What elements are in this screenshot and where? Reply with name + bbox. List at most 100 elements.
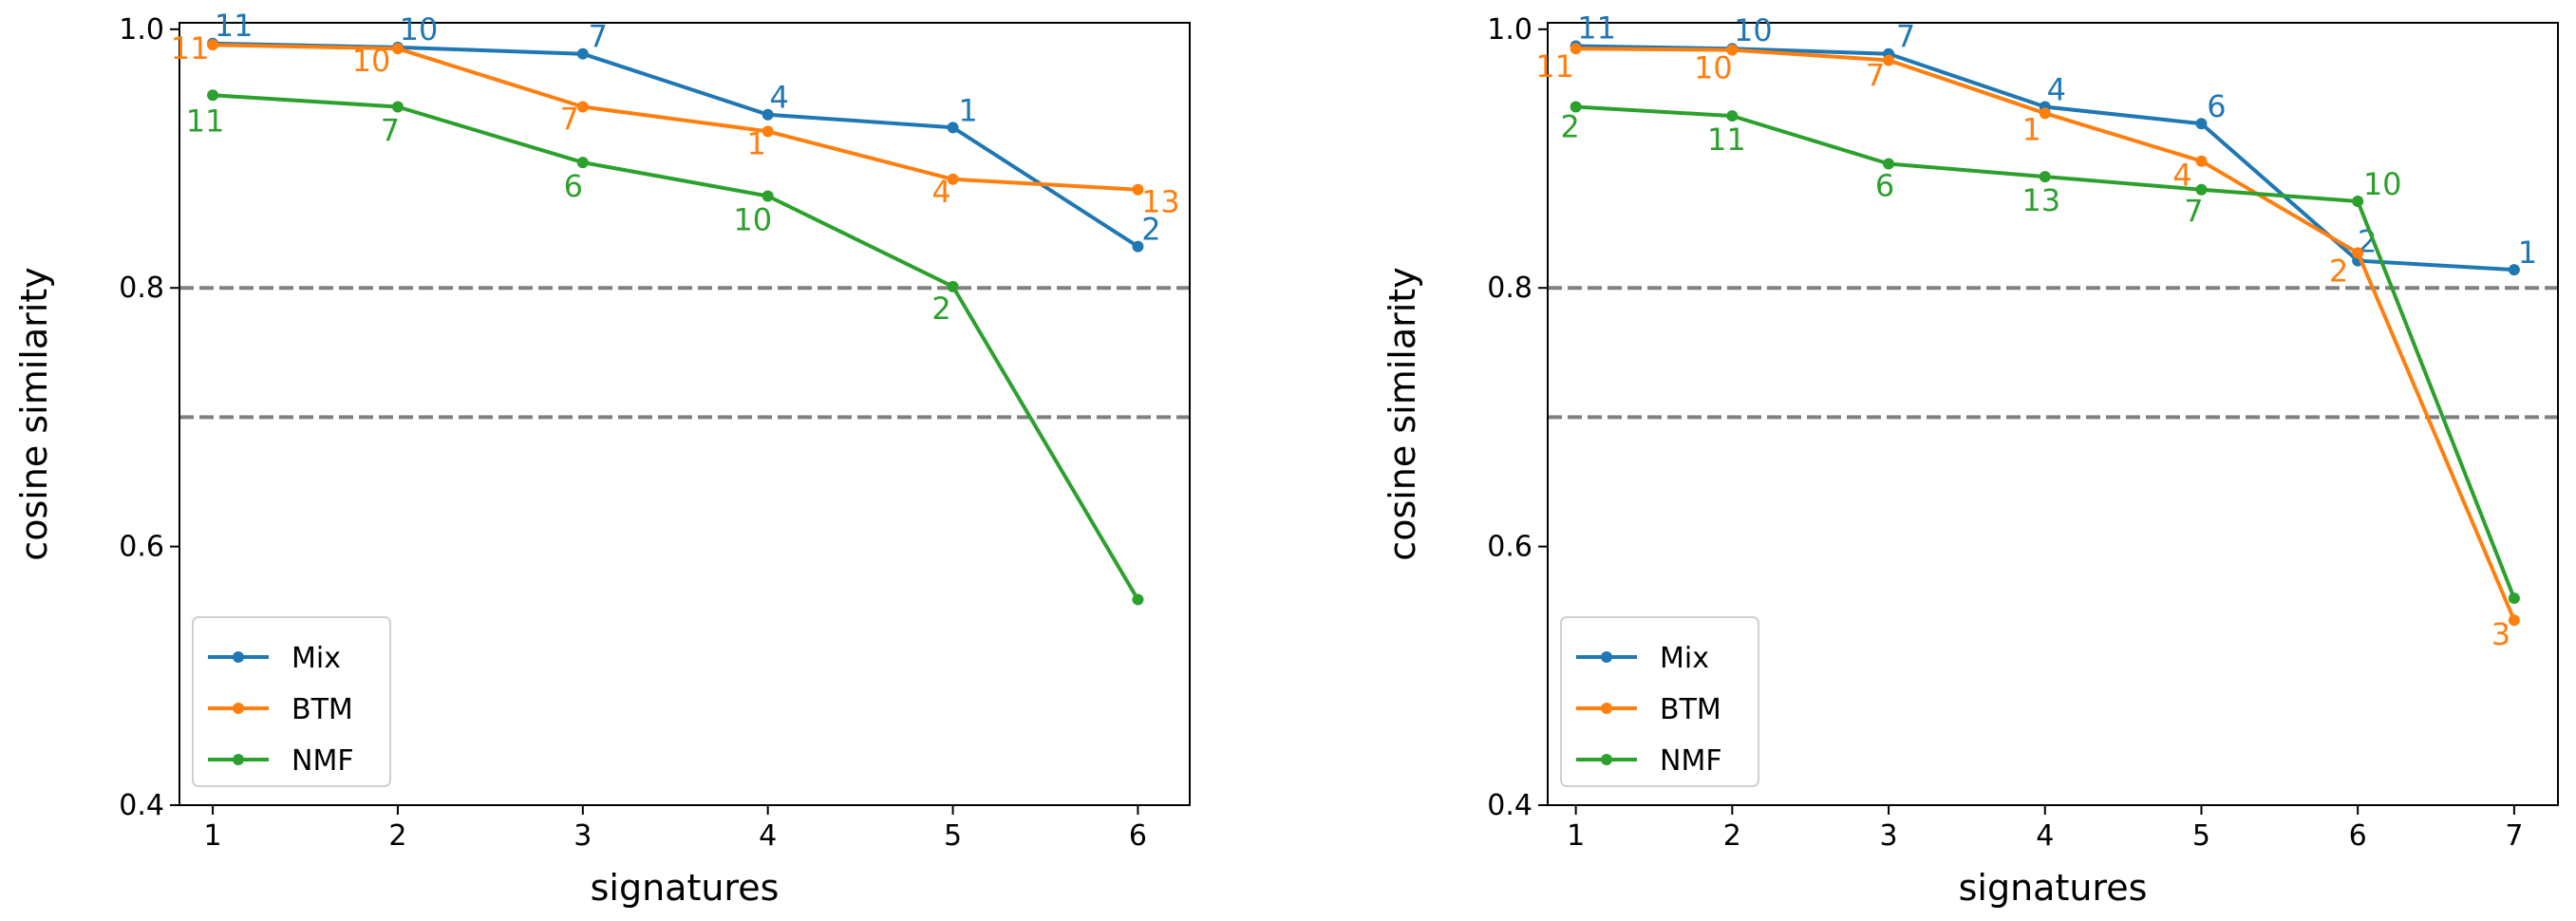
point-label: 1 [2022,111,2041,147]
x-tick-label: 3 [1880,819,1898,853]
chart-panel-1: 1 2 3 4 5 6 0.4 0.6 0.8 1.0 signatures cosine simil… [13,8,1191,909]
point-label: 13 [1141,184,1180,220]
plot-frame [1547,22,2559,806]
point-label: 11 [1577,10,1616,47]
point-label: 6 [1875,167,1894,203]
x-tick-label: 1 [204,819,222,853]
point-label: 2 [1560,109,1579,145]
data-point [1132,240,1144,253]
series-nmf: 11 7 6 10 2 [186,89,1144,606]
point-label: 4 [2172,158,2191,194]
data-point [2039,107,2051,120]
x-tick-label: 4 [2036,819,2054,853]
y-tick-label: 0.6 [1487,531,1532,564]
data-point [2195,118,2208,130]
x-tick-label: 5 [944,819,962,853]
point-label: 10 [2363,166,2402,202]
data-point [1726,44,1739,56]
x-tick-label: 5 [2192,819,2210,853]
point-label: 10 [733,202,772,238]
x-axis-label: signatures [1959,867,2148,909]
legend-marker [233,703,244,714]
y-tick-label: 0.8 [119,272,164,305]
legend-label: Mix [1660,642,1709,675]
y-tick-label: 0.8 [1487,272,1532,305]
legend: Mix BTM NMF [192,616,391,787]
data-point [207,89,219,102]
point-label: 13 [2021,182,2060,218]
point-label: 11 [1535,48,1574,85]
data-point [391,43,404,55]
x-tick-label: 3 [573,819,592,853]
y-tick-label: 0.4 [1487,789,1532,822]
point-label: 7 [2184,194,2203,230]
x-tick-label: 6 [2349,819,2367,853]
data-point [576,47,589,60]
legend-marker [1601,651,1612,663]
series-mix: 11 10 7 4 1 2 [207,8,1161,253]
x-tick-label: 7 [2505,819,2523,853]
data-point [1570,43,1582,55]
legend-label: BTM [1660,693,1721,726]
data-point [1726,110,1739,122]
point-label: 3 [2491,616,2510,652]
point-label: 1 [2518,235,2537,271]
data-point [947,280,959,292]
y-tick-label: 1.0 [119,13,164,47]
x-axis-label: signatures [591,867,780,909]
data-point [576,101,589,113]
y-axis-label: cosine similarity [13,267,55,560]
point-label: 6 [564,168,583,204]
data-point [2508,614,2520,627]
point-label: 4 [931,174,950,210]
data-point [2508,264,2520,276]
point-label: 10 [352,43,391,79]
point-label: 1 [747,125,766,161]
legend-label: NMF [1660,744,1722,778]
point-label: 4 [2047,72,2066,108]
data-point [2195,155,2208,167]
point-label: 7 [381,113,400,149]
point-label: 10 [1734,12,1773,48]
data-point [1132,183,1144,196]
x-tick-label: 2 [1723,819,1741,853]
x-tick-label: 4 [759,819,777,853]
legend: Mix BTM NMF [1560,616,1759,787]
point-label: 11 [186,103,225,139]
point-label: 2 [2329,253,2348,289]
y-axis-label: cosine similarity [1382,267,1423,560]
legend-label: BTM [291,693,353,726]
point-label: 11 [215,8,254,44]
data-point [2352,247,2364,259]
data-point [2195,183,2208,196]
point-label: 2 [931,291,950,327]
point-label: 2 [1141,212,1160,248]
point-label: 10 [1694,50,1733,86]
series-line [212,93,1140,601]
y-tick-label: 0.4 [119,789,164,822]
point-label: 6 [2207,88,2226,124]
legend-marker [233,754,244,765]
y-tick-label: 0.6 [119,531,164,564]
data-point [762,108,774,121]
legend-label: Mix [291,642,341,675]
x-tick-label: 1 [1567,819,1585,853]
data-point [762,125,774,138]
x-tick-label: 2 [388,819,406,853]
point-label: 7 [1896,19,1915,55]
data-point [207,39,219,51]
point-label: 10 [400,11,439,47]
series-line [213,43,1138,192]
series-btm: 11 10 7 1 4 13 [171,30,1180,220]
point-label: 7 [1866,57,1885,93]
point-label: 11 [1707,122,1746,158]
data-point [1883,158,1895,170]
data-point [2352,195,2364,207]
data-point [2039,171,2051,183]
point-label: 11 [171,30,210,66]
legend-marker [1601,703,1612,714]
data-point [2508,592,2520,605]
legend-marker [1601,754,1612,765]
data-point [576,157,589,169]
